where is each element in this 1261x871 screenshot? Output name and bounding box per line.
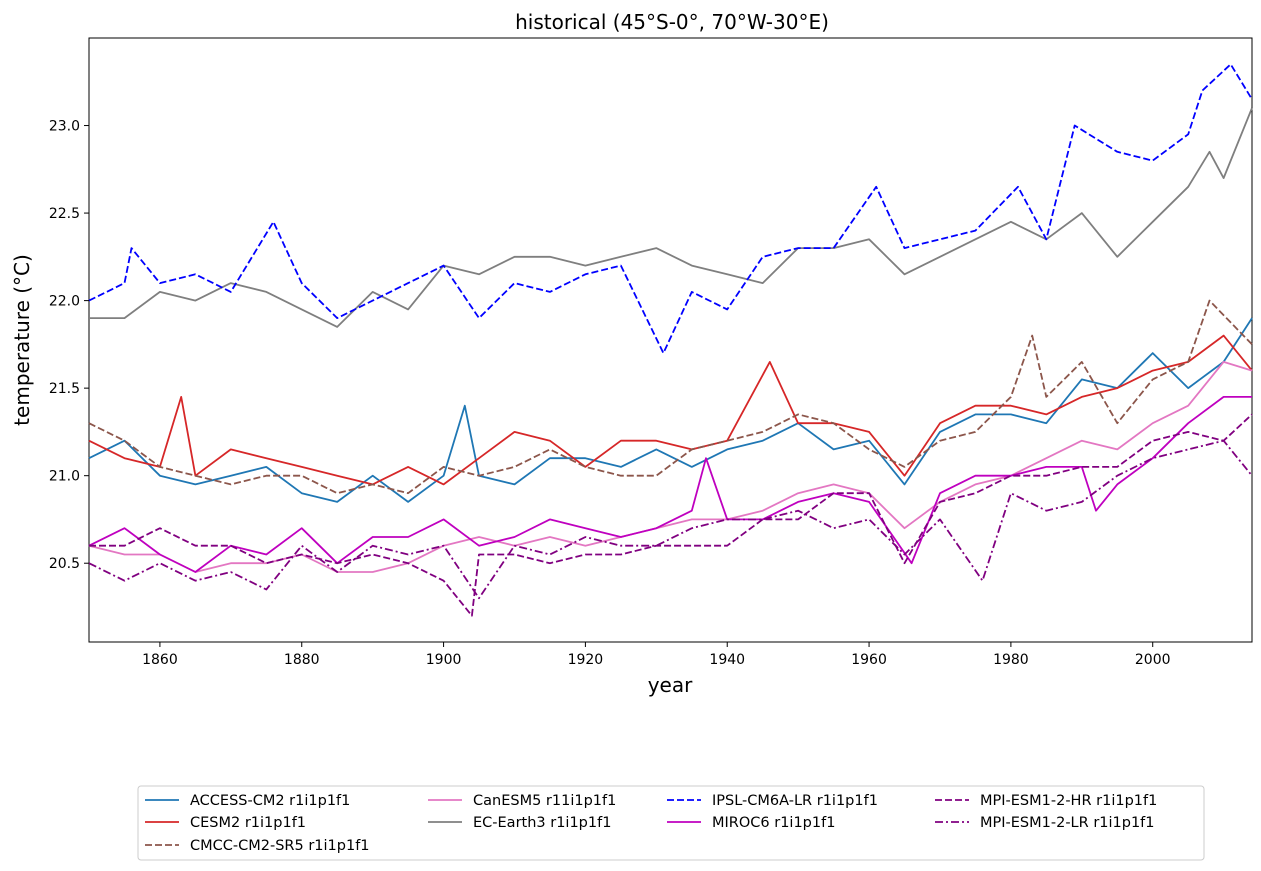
series-line-cesm2-r1i1p1f1 — [88, 334, 1253, 486]
legend-label: MIROC6 r1i1p1f1 — [712, 815, 835, 831]
legend: ACCESS-CM2 r1i1p1f1 CESM2 r1i1p1f1 CMCC-CM… — [137, 785, 1205, 861]
series-line-cmcc-cm2-sr5-r1i1p1f1 — [88, 299, 1253, 495]
x-tick-label: 1940 — [709, 652, 745, 668]
series-layer — [88, 63, 1253, 617]
x-tick-label: 1900 — [426, 652, 462, 668]
legend-label: EC-Earth3 r1i1p1f1 — [473, 815, 611, 831]
y-tick-label: 20.5 — [49, 556, 80, 572]
series-line-miroc6-r1i1p1f1 — [88, 395, 1252, 573]
legend-label: MPI-ESM1-2-HR r1i1p1f1 — [980, 793, 1157, 809]
y-axis-label: temperature (°C) — [10, 254, 34, 426]
x-tick-label: 1980 — [993, 652, 1029, 668]
series-line-canesm5-r11i1p1f1 — [88, 360, 1253, 573]
legend-label: CMCC-CM2-SR5 r1i1p1f1 — [190, 838, 370, 854]
x-tick-label: 1880 — [284, 652, 320, 668]
legend-label: CESM2 r1i1p1f1 — [190, 815, 306, 831]
y-tick-label: 21.0 — [49, 469, 80, 485]
legend-label: CanESM5 r11i1p1f1 — [473, 793, 616, 809]
plot-frame — [88, 37, 1253, 643]
legend-label: MPI-ESM1-2-LR r1i1p1f1 — [980, 815, 1155, 831]
x-tick-label: 1860 — [142, 652, 178, 668]
y-tick-label: 23.0 — [49, 119, 80, 135]
series-line-ec-earth3-r1i1p1f1 — [89, 107, 1253, 328]
x-axis-label: year — [648, 673, 693, 697]
x-tick-label: 1920 — [568, 652, 604, 668]
legend-label: ACCESS-CM2 r1i1p1f1 — [190, 793, 350, 809]
y-tick-label: 22.0 — [49, 294, 80, 310]
series-line-mpi-esm1-2-hr-r1i1p1f1 — [89, 413, 1253, 617]
y-tick-label: 21.5 — [49, 381, 80, 397]
series-line-access-cm2-r1i1p1f1 — [88, 317, 1253, 503]
chart-title: historical (45°S-0°, 70°W-30°E) — [515, 10, 829, 34]
x-tick-label: 2000 — [1135, 652, 1171, 668]
series-line-mpi-esm1-2-lr-r1i1p1f1 — [88, 439, 1253, 600]
legend-label: IPSL-CM6A-LR r1i1p1f1 — [712, 793, 878, 809]
legend-box — [137, 785, 1205, 861]
y-tick-label: 22.5 — [49, 206, 80, 222]
x-axis: 1860 1880 1900 1920 1940 1960 1980 2000 — [142, 642, 1171, 668]
x-tick-label: 1960 — [851, 652, 887, 668]
series-line-ipsl-cm6a-lr-r1i1p1f1 — [88, 63, 1253, 355]
y-axis: 20.5 21.0 21.5 22.0 22.5 23.0 — [49, 119, 89, 572]
